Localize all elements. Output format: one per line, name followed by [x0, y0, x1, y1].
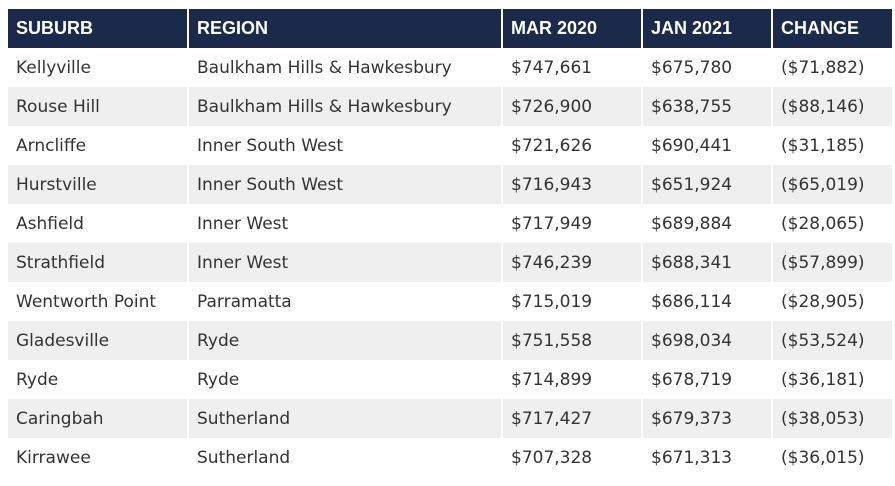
cell-suburb: Ashfield	[8, 204, 189, 243]
table-header: SUBURB REGION MAR 2020 JAN 2021 CHANGE	[8, 9, 892, 48]
suburb-price-table: SUBURB REGION MAR 2020 JAN 2021 CHANGE K…	[8, 9, 892, 477]
cell-change: ($28,065)	[772, 204, 892, 243]
cell-change: ($57,899)	[772, 243, 892, 282]
cell-jan-2021: $686,114	[642, 282, 773, 321]
cell-mar-2020: $726,900	[502, 87, 643, 126]
column-header-region: REGION	[188, 9, 503, 48]
header-row: SUBURB REGION MAR 2020 JAN 2021 CHANGE	[8, 9, 892, 48]
cell-jan-2021: $698,034	[642, 321, 773, 360]
table-row: Arncliffe Inner South West $721,626 $690,44…	[8, 126, 892, 165]
cell-jan-2021: $671,313	[642, 438, 773, 477]
cell-mar-2020: $707,328	[502, 438, 643, 477]
cell-jan-2021: $638,755	[642, 87, 773, 126]
cell-change: ($31,185)	[772, 126, 892, 165]
cell-change: ($36,015)	[772, 438, 892, 477]
cell-change: ($38,053)	[772, 399, 892, 438]
cell-mar-2020: $717,427	[502, 399, 643, 438]
cell-region: Sutherland	[188, 399, 503, 438]
table-body: Kellyville Baulkham Hills & Hawkesbury $74…	[8, 48, 892, 477]
cell-region: Sutherland	[188, 438, 503, 477]
column-header-suburb: SUBURB	[8, 9, 189, 48]
cell-change: ($28,905)	[772, 282, 892, 321]
cell-suburb: Ryde	[8, 360, 189, 399]
table-row: Wentworth Point Parramatta $715,019 $686,11…	[8, 282, 892, 321]
cell-region: Inner South West	[188, 165, 503, 204]
cell-suburb: Gladesville	[8, 321, 189, 360]
table-row: Strathfield Inner West $746,239 $688,341 ($5…	[8, 243, 892, 282]
table-row: Caringbah Sutherland $717,427 $679,373 ($38,…	[8, 399, 892, 438]
cell-suburb: Caringbah	[8, 399, 189, 438]
table-row: Rouse Hill Baulkham Hills & Hawkesbury $72…	[8, 87, 892, 126]
cell-region: Ryde	[188, 360, 503, 399]
cell-jan-2021: $690,441	[642, 126, 773, 165]
cell-suburb: Strathfield	[8, 243, 189, 282]
table-row: Gladesville Ryde $751,558 $698,034 ($53,524)	[8, 321, 892, 360]
table-row: Hurstville Inner South West $716,943 $651,9…	[8, 165, 892, 204]
cell-region: Ryde	[188, 321, 503, 360]
cell-region: Parramatta	[188, 282, 503, 321]
cell-region: Inner West	[188, 204, 503, 243]
cell-mar-2020: $746,239	[502, 243, 643, 282]
suburb-price-table-container: SUBURB REGION MAR 2020 JAN 2021 CHANGE K…	[8, 9, 892, 477]
column-header-change: CHANGE	[772, 9, 892, 48]
cell-suburb: Arncliffe	[8, 126, 189, 165]
cell-mar-2020: $747,661	[502, 48, 643, 87]
cell-change: ($36,181)	[772, 360, 892, 399]
cell-region: Inner South West	[188, 126, 503, 165]
cell-mar-2020: $717,949	[502, 204, 643, 243]
cell-region: Inner West	[188, 243, 503, 282]
cell-change: ($71,882)	[772, 48, 892, 87]
table-row: Ryde Ryde $714,899 $678,719 ($36,181)	[8, 360, 892, 399]
cell-region: Baulkham Hills & Hawkesbury	[188, 48, 503, 87]
cell-suburb: Rouse Hill	[8, 87, 189, 126]
cell-jan-2021: $689,884	[642, 204, 773, 243]
cell-mar-2020: $751,558	[502, 321, 643, 360]
cell-mar-2020: $714,899	[502, 360, 643, 399]
cell-suburb: Wentworth Point	[8, 282, 189, 321]
cell-jan-2021: $651,924	[642, 165, 773, 204]
cell-suburb: Hurstville	[8, 165, 189, 204]
cell-jan-2021: $678,719	[642, 360, 773, 399]
cell-suburb: Kirrawee	[8, 438, 189, 477]
table-row: Ashfield Inner West $717,949 $689,884 ($28,0…	[8, 204, 892, 243]
cell-region: Baulkham Hills & Hawkesbury	[188, 87, 503, 126]
cell-change: ($53,524)	[772, 321, 892, 360]
cell-jan-2021: $679,373	[642, 399, 773, 438]
table-row: Kellyville Baulkham Hills & Hawkesbury $74…	[8, 48, 892, 87]
cell-jan-2021: $675,780	[642, 48, 773, 87]
cell-mar-2020: $721,626	[502, 126, 643, 165]
cell-change: ($88,146)	[772, 87, 892, 126]
table-row: Kirrawee Sutherland $707,328 $671,313 ($36,0…	[8, 438, 892, 477]
cell-jan-2021: $688,341	[642, 243, 773, 282]
cell-suburb: Kellyville	[8, 48, 189, 87]
cell-mar-2020: $715,019	[502, 282, 643, 321]
column-header-jan-2021: JAN 2021	[642, 9, 773, 48]
column-header-mar-2020: MAR 2020	[502, 9, 643, 48]
cell-change: ($65,019)	[772, 165, 892, 204]
cell-mar-2020: $716,943	[502, 165, 643, 204]
